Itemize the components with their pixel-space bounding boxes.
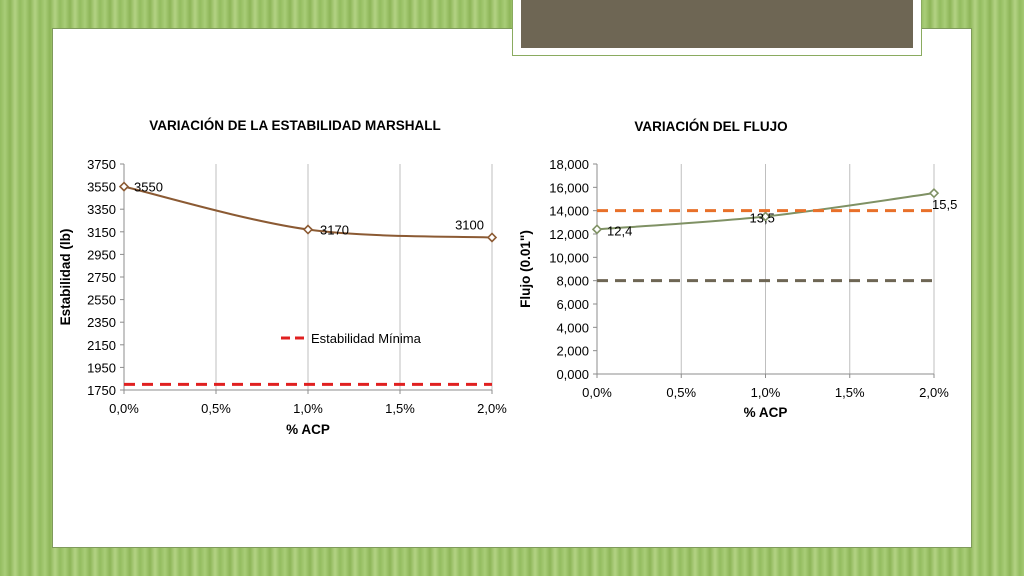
chart-title: VARIACIÓN DEL FLUJO: [634, 119, 787, 134]
data-label: 12,4: [607, 223, 632, 238]
y-tick-label: 12,000: [549, 227, 589, 242]
y-tick-label: 2350: [87, 315, 116, 330]
y-tick-label: 8,000: [556, 274, 589, 289]
chart-title: VARIACIÓN DE LA ESTABILIDAD MARSHALL: [149, 118, 441, 133]
x-tick-label: 0,0%: [109, 401, 139, 416]
x-tick-label: 0,5%: [666, 385, 696, 400]
title-bar: [521, 0, 913, 48]
data-label: 3170: [320, 223, 349, 238]
x-tick-label: 1,0%: [293, 401, 323, 416]
y-tick-label: 14,000: [549, 204, 589, 219]
data-point-marker: [928, 188, 940, 199]
x-tick-label: 1,0%: [751, 385, 781, 400]
y-tick-label: 0,000: [556, 367, 589, 382]
data-point-marker: [118, 181, 130, 192]
x-tick-label: 2,0%: [477, 401, 507, 416]
x-axis-title: % ACP: [286, 422, 330, 437]
data-label: 3550: [134, 180, 163, 195]
legend-label: Estabilidad Mínima: [311, 331, 422, 346]
data-label: 15,5: [932, 197, 957, 212]
data-point-marker: [760, 211, 771, 222]
slide-canvas: [52, 28, 972, 548]
y-tick-label: 3150: [87, 225, 116, 240]
y-tick-label: 1950: [87, 360, 116, 375]
y-tick-label: 10,000: [549, 250, 589, 265]
y-tick-label: 18,000: [549, 157, 589, 172]
y-tick-label: 3550: [87, 180, 116, 195]
x-tick-label: 2,0%: [919, 385, 949, 400]
data-label: 13,5: [750, 211, 775, 226]
y-axis-title: Flujo (0.01"): [518, 230, 533, 308]
y-tick-label: 3350: [87, 202, 116, 217]
y-tick-label: 6,000: [556, 297, 589, 312]
data-point-marker: [591, 224, 603, 235]
y-tick-label: 2750: [87, 270, 116, 285]
y-tick-label: 4,000: [556, 320, 589, 335]
x-tick-label: 0,5%: [201, 401, 231, 416]
title-placeholder: [512, 0, 922, 56]
y-tick-label: 2550: [87, 293, 116, 308]
data-point-marker: [302, 224, 314, 235]
data-point-marker: [486, 232, 498, 243]
x-tick-label: 1,5%: [385, 401, 415, 416]
y-tick-label: 2950: [87, 247, 116, 262]
x-tick-label: 1,5%: [835, 385, 865, 400]
x-tick-label: 0,0%: [582, 385, 612, 400]
y-tick-label: 2,000: [556, 344, 589, 359]
y-tick-label: 2150: [87, 338, 116, 353]
y-tick-label: 16,000: [549, 180, 589, 195]
y-tick-label: 1750: [87, 383, 116, 398]
data-label: 3100: [455, 217, 484, 232]
y-tick-label: 3750: [87, 157, 116, 172]
y-axis-title: Estabilidad (lb): [58, 229, 73, 326]
x-axis-title: % ACP: [744, 405, 788, 420]
